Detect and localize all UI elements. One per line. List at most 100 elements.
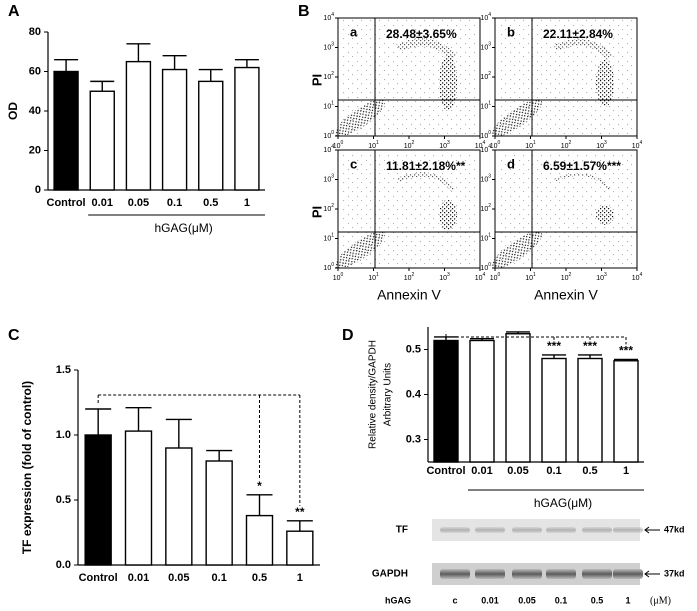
tick-base: 10 [596,143,604,150]
x-tick-label: 101 [525,272,536,282]
x-axis-label: Annexin V [377,287,441,303]
tick-exponent: 4 [640,140,643,146]
y-tick-label: 104 [323,12,334,22]
size-arrow [644,570,660,578]
x-tick-label: 103 [439,272,450,282]
bar [469,339,495,463]
lane-label: c [452,595,457,605]
tick-base: 10 [404,275,412,282]
bar [165,447,193,566]
tick-base: 10 [596,275,604,282]
y-tick-label: 60 [29,65,41,77]
tick-base: 10 [323,235,331,242]
bar [124,430,153,566]
x-tick-label: 1 [623,465,629,477]
bar [84,434,112,566]
x-tick-label: 100 [490,272,501,282]
y-tick-label: 103 [480,42,491,52]
bar [505,333,531,463]
y-tick-label: 100 [323,262,334,272]
tick-exponent: 3 [447,272,450,278]
tick-base: 10 [525,143,533,150]
tick-base: 10 [323,147,331,154]
plot-annotation: 22.11±2.84% [543,27,613,41]
bar [198,80,224,191]
event-cloud [554,173,612,191]
x-tick-label: 104 [632,272,643,282]
x-tick-label: 0.1 [546,465,561,477]
tick-exponent: 1 [376,272,379,278]
tick-base: 10 [323,176,331,183]
significance-label: *** [583,339,597,353]
x-tick-label: 0.01 [471,465,492,477]
tick-exponent: 4 [488,144,491,150]
x-tick-label: 102 [404,272,415,282]
tick-base: 10 [480,44,488,51]
x-tick-label: 100 [333,140,344,150]
blot-band [582,527,612,533]
x-tick-label: 0.05 [168,572,189,584]
x-tick-label: 0.01 [128,572,149,584]
y-tick-label: 100 [480,262,491,272]
tick-exponent: 3 [331,174,334,180]
tick-exponent: 2 [331,203,334,209]
bar [53,70,79,191]
blot-band [440,569,470,579]
bar [541,357,567,463]
tick-base: 10 [480,103,488,110]
blot-band [546,527,576,533]
tick-exponent: 0 [341,140,344,146]
tick-exponent: 2 [412,272,415,278]
y-tick-label: 103 [323,42,334,52]
tick-exponent: 4 [640,272,643,278]
x-tick-label: 104 [475,272,486,282]
lane-label: 0.1 [555,595,568,605]
y-axis-label: PI [309,206,324,218]
blot-size-label: 37kd [664,568,685,578]
significance-label: *** [619,344,633,358]
x-tick-label: 0.05 [507,465,528,477]
plot-annotation: 28.48±3.65% [386,27,457,41]
y-tick-label: 103 [480,174,491,184]
lane-title: hGAG [385,595,411,605]
y-tick-label: 0.3 [406,433,421,445]
y-tick-label: 0 [35,184,41,196]
tick-exponent: 1 [488,101,491,107]
tick-exponent: 2 [569,272,572,278]
plot-letter: b [507,24,515,39]
tick-exponent: 1 [331,101,334,107]
y-tick-label: 1.5 [56,364,71,376]
y-tick-label: 104 [480,144,491,154]
lane-unit: (μM) [650,595,671,606]
x-tick-label: 103 [439,140,450,150]
tick-exponent: 2 [331,71,334,77]
y-tick-label: 102 [480,203,491,213]
tick-base: 10 [475,143,483,150]
y-tick-label: 101 [323,233,334,243]
tick-base: 10 [490,143,498,150]
y-tick-label: 40 [29,105,41,117]
blot-band [546,569,576,579]
bar [613,360,639,463]
tick-base: 10 [323,74,331,81]
tick-exponent: 0 [488,130,491,136]
tick-base: 10 [323,44,331,51]
tick-exponent: 4 [483,140,486,146]
panel-label: A [8,3,20,20]
x-tick-label: 101 [525,140,536,150]
tick-exponent: 1 [331,233,334,239]
tick-base: 10 [439,275,447,282]
y-tick-label: 0.5 [406,343,421,355]
event-cloud [596,59,614,107]
plot-annotation: 6.59±1.57%*** [543,159,621,173]
tick-base: 10 [561,275,569,282]
y-tick-label: 101 [323,101,334,111]
y-axis-label: Relative density/GAPDH [368,340,379,449]
tick-exponent: 1 [488,233,491,239]
event-cloud [553,39,613,61]
size-arrow [644,526,660,534]
tick-exponent: 0 [331,262,334,268]
y-tick-label: 0.4 [406,388,422,400]
panel-label: C [8,327,20,344]
x-tick-label: 0.01 [92,197,113,209]
